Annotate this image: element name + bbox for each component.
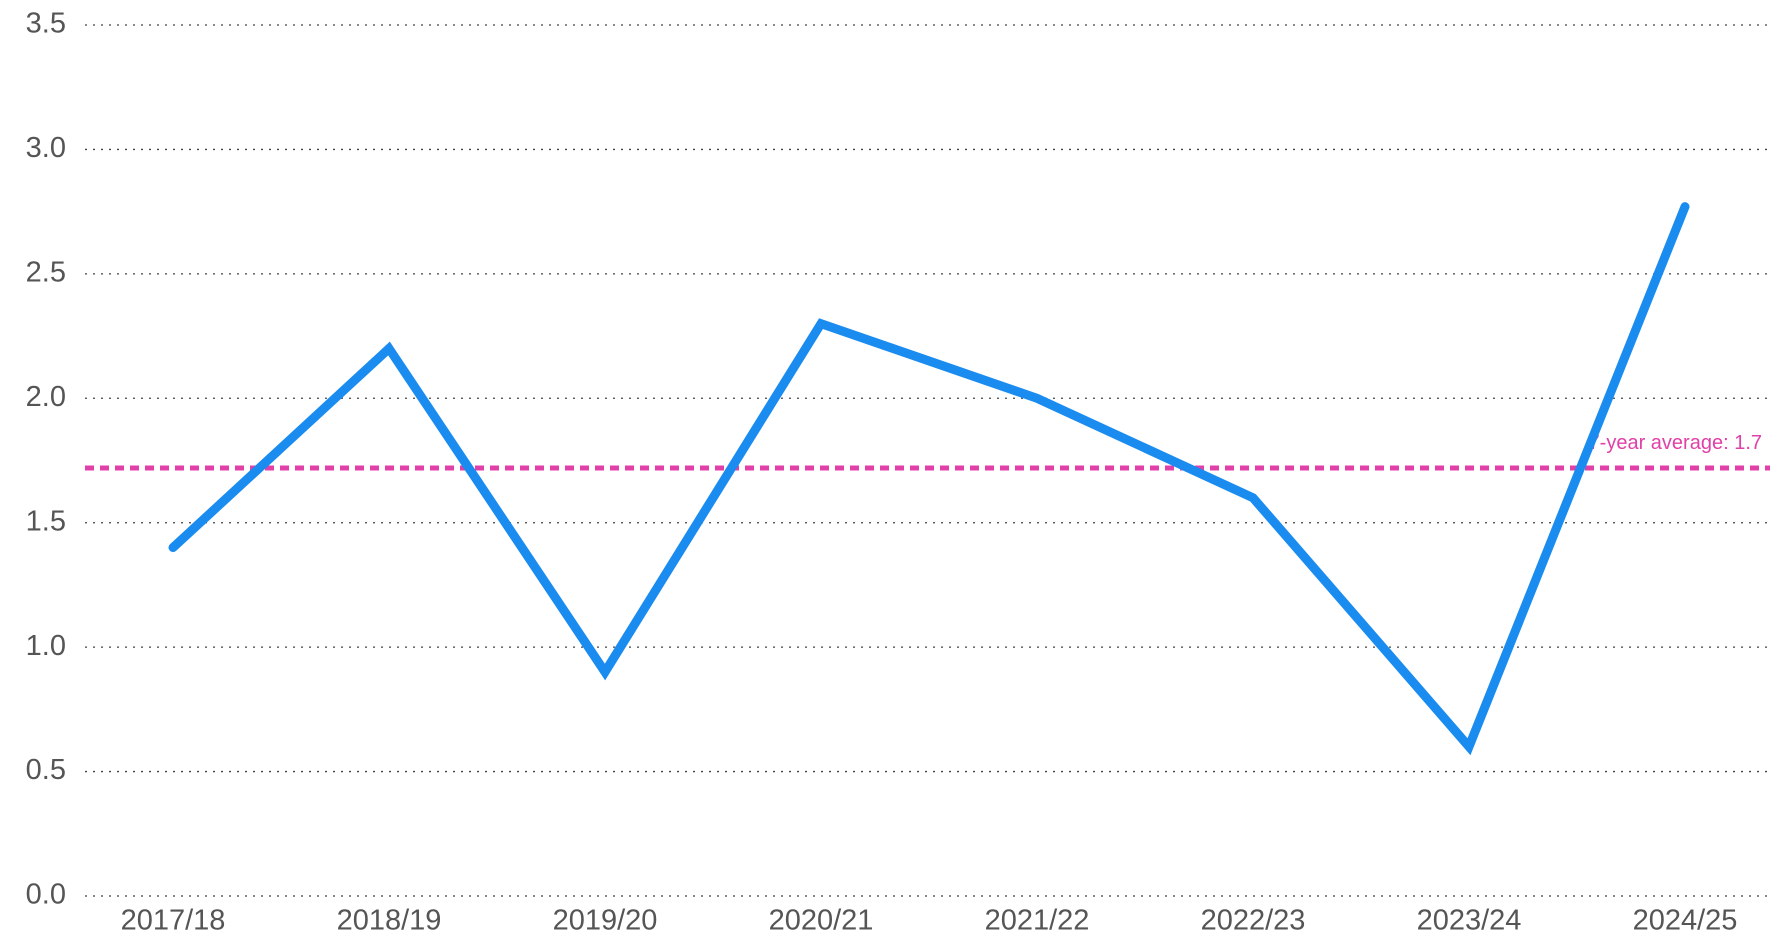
x-tick-label: 2020/21 — [769, 905, 874, 937]
y-tick-label: 3.0 — [26, 132, 66, 164]
data-line — [168, 202, 1690, 756]
x-tick-label: 2024/25 — [1633, 905, 1738, 937]
x-tick-label: 2021/22 — [985, 905, 1090, 937]
y-tick-label: 3.5 — [26, 8, 66, 40]
y-tick-label: 2.0 — [26, 381, 66, 413]
x-tick-label: 2017/18 — [121, 905, 226, 937]
y-tick-label: 0.0 — [26, 879, 66, 911]
y-tick-label: 1.0 — [26, 630, 66, 662]
y-tick-label: 0.5 — [26, 754, 66, 786]
x-tick-label: 2018/19 — [337, 905, 442, 937]
x-tick-label: 2023/24 — [1417, 905, 1522, 937]
y-tick-label: 2.5 — [26, 257, 66, 289]
x-tick-label: 2022/23 — [1201, 905, 1306, 937]
y-tick-label: 1.5 — [26, 505, 66, 537]
x-tick-label: 2019/20 — [553, 905, 658, 937]
reference-label: 7-year average: 1.7 — [1589, 432, 1762, 454]
